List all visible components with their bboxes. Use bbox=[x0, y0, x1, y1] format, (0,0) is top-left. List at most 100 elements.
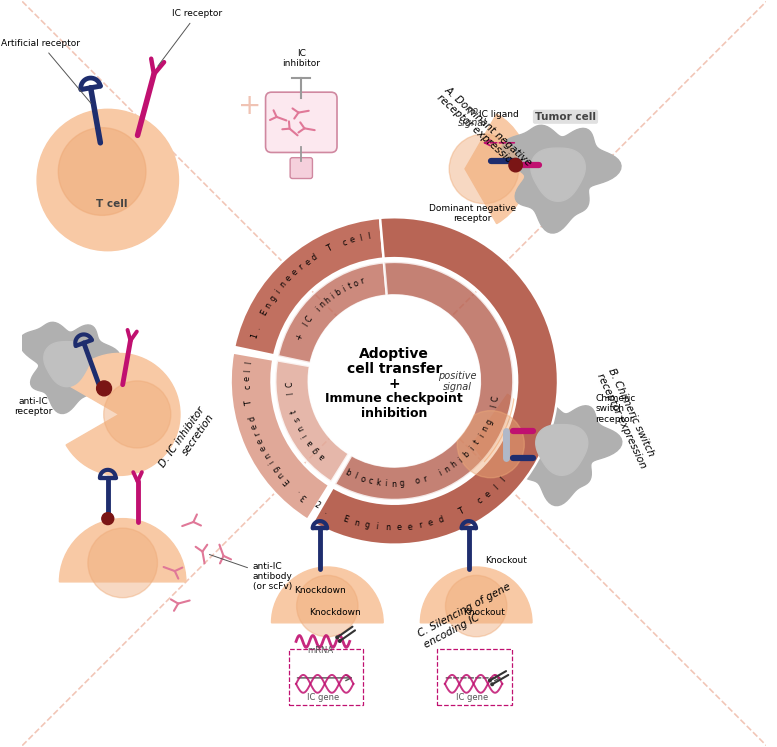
Wedge shape bbox=[312, 217, 558, 545]
Text: I: I bbox=[301, 322, 310, 329]
Text: i: i bbox=[314, 306, 322, 314]
Polygon shape bbox=[19, 322, 120, 414]
Wedge shape bbox=[472, 394, 534, 495]
Circle shape bbox=[88, 528, 158, 598]
Text: n: n bbox=[295, 424, 306, 432]
Text: Artificial receptor: Artificial receptor bbox=[2, 39, 91, 103]
Text: Chimeric
switch
receptor: Chimeric switch receptor bbox=[595, 394, 636, 424]
Text: c: c bbox=[367, 477, 373, 486]
Wedge shape bbox=[465, 114, 528, 223]
Wedge shape bbox=[271, 567, 383, 623]
Text: i: i bbox=[468, 445, 476, 453]
Text: k: k bbox=[375, 478, 381, 488]
Circle shape bbox=[37, 109, 179, 251]
Text: n: n bbox=[278, 280, 288, 290]
Text: r: r bbox=[297, 263, 305, 272]
Text: g: g bbox=[268, 294, 278, 303]
Polygon shape bbox=[44, 341, 90, 387]
Text: r: r bbox=[418, 521, 423, 530]
Text: Knockdown: Knockdown bbox=[309, 608, 361, 617]
Polygon shape bbox=[508, 403, 622, 506]
Text: e: e bbox=[290, 267, 300, 278]
Polygon shape bbox=[531, 148, 585, 201]
Circle shape bbox=[509, 158, 522, 172]
Text: Immune checkpoint: Immune checkpoint bbox=[326, 392, 463, 405]
Wedge shape bbox=[420, 567, 532, 623]
Text: l: l bbox=[243, 370, 253, 373]
Circle shape bbox=[489, 679, 491, 682]
Text: D. IC inhibitor
secretion: D. IC inhibitor secretion bbox=[157, 405, 216, 476]
Text: i: i bbox=[301, 432, 309, 438]
Text: l: l bbox=[352, 471, 357, 481]
Text: B. Chimeric switch
receptor expression: B. Chimeric switch receptor expression bbox=[595, 367, 659, 470]
Wedge shape bbox=[335, 262, 514, 500]
Text: n: n bbox=[392, 480, 396, 489]
Text: b: b bbox=[462, 450, 472, 459]
Text: d: d bbox=[247, 415, 257, 422]
Polygon shape bbox=[502, 125, 621, 233]
FancyBboxPatch shape bbox=[266, 92, 337, 152]
Text: anti-IC
receptor: anti-IC receptor bbox=[14, 397, 53, 416]
Text: n: n bbox=[263, 300, 274, 309]
Text: anti-IC
antibody
(or scFv): anti-IC antibody (or scFv) bbox=[209, 554, 293, 592]
Text: I: I bbox=[490, 404, 499, 409]
Text: h: h bbox=[322, 295, 333, 306]
Text: h: h bbox=[449, 460, 458, 470]
Text: l: l bbox=[358, 233, 363, 243]
Text: e: e bbox=[242, 376, 252, 382]
Text: T: T bbox=[244, 400, 254, 406]
Text: I: I bbox=[286, 392, 295, 395]
Text: Dominant negative
receptor: Dominant negative receptor bbox=[429, 203, 516, 223]
Text: a: a bbox=[305, 438, 315, 447]
Text: d: d bbox=[437, 515, 445, 525]
Text: n: n bbox=[480, 425, 490, 433]
Text: e: e bbox=[259, 444, 269, 453]
Bar bbox=[288, 649, 363, 704]
Text: IC
inhibitor: IC inhibitor bbox=[282, 49, 320, 69]
Wedge shape bbox=[59, 518, 186, 582]
Text: g: g bbox=[271, 464, 281, 473]
Text: E: E bbox=[281, 476, 291, 486]
Text: t: t bbox=[347, 282, 353, 291]
Text: IC gene: IC gene bbox=[308, 693, 340, 702]
Text: n: n bbox=[318, 300, 327, 310]
Text: c: c bbox=[341, 238, 348, 248]
Text: n: n bbox=[443, 464, 451, 474]
Text: i: i bbox=[340, 285, 347, 294]
Text: o: o bbox=[352, 279, 360, 289]
Text: t: t bbox=[472, 438, 482, 447]
Text: o: o bbox=[358, 474, 366, 484]
Text: i: i bbox=[457, 456, 464, 464]
Circle shape bbox=[336, 636, 339, 639]
Text: g: g bbox=[399, 479, 405, 489]
Text: 3: 3 bbox=[299, 492, 308, 502]
Text: e: e bbox=[427, 518, 434, 528]
Text: C. Silencing of gene
encoding IC: C. Silencing of gene encoding IC bbox=[416, 582, 518, 650]
Text: o: o bbox=[414, 477, 421, 486]
Circle shape bbox=[58, 128, 146, 215]
Text: r: r bbox=[359, 276, 365, 286]
Text: cell transfer: cell transfer bbox=[347, 362, 442, 376]
Text: positive
signal: positive signal bbox=[438, 371, 477, 392]
Circle shape bbox=[491, 683, 493, 686]
Text: l: l bbox=[367, 232, 371, 241]
Text: e: e bbox=[396, 524, 401, 533]
Text: e: e bbox=[349, 235, 356, 245]
Text: b: b bbox=[333, 288, 343, 298]
Text: e: e bbox=[483, 489, 493, 499]
Text: T: T bbox=[325, 244, 333, 254]
Text: Knockout: Knockout bbox=[485, 557, 527, 565]
Text: i: i bbox=[274, 288, 282, 295]
Text: IC ligand: IC ligand bbox=[479, 110, 518, 119]
Text: 1: 1 bbox=[249, 332, 260, 339]
Text: l: l bbox=[492, 483, 500, 491]
Text: e: e bbox=[303, 257, 312, 267]
Text: d: d bbox=[310, 252, 319, 263]
Text: l: l bbox=[500, 475, 507, 483]
Text: g: g bbox=[363, 521, 370, 530]
Text: C: C bbox=[491, 395, 500, 403]
Text: l: l bbox=[244, 362, 253, 365]
Text: Knockout: Knockout bbox=[462, 608, 504, 617]
Text: IC receptor: IC receptor bbox=[158, 9, 222, 66]
Text: t: t bbox=[289, 408, 299, 414]
